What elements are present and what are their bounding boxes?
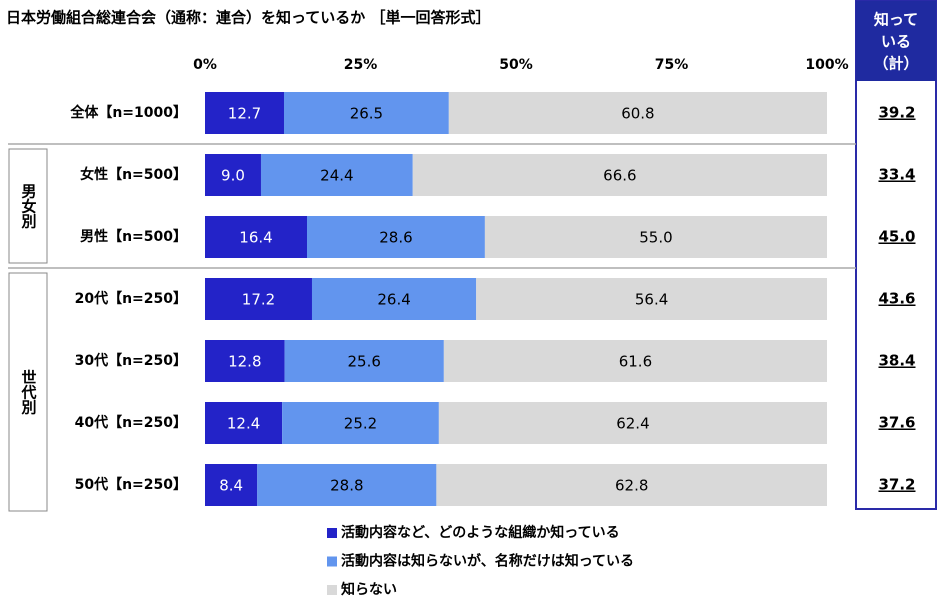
category-label: 全体【n=1000】 xyxy=(69,104,187,121)
bar-segment xyxy=(284,340,444,382)
total-value: 38.4 xyxy=(878,352,915,370)
value-label: 12.7 xyxy=(228,105,261,123)
total-value: 45.0 xyxy=(878,228,915,246)
bar-segment xyxy=(311,278,477,320)
bar-segment xyxy=(205,278,312,320)
value-label: 25.6 xyxy=(348,353,381,371)
value-label: 28.6 xyxy=(379,229,412,247)
value-label: 62.8 xyxy=(615,477,648,495)
group-box xyxy=(8,148,48,264)
total-value: 43.6 xyxy=(878,290,915,308)
bar-segment xyxy=(412,154,827,196)
category-label: 男性【n=500】 xyxy=(80,228,187,245)
bar-segment xyxy=(484,216,827,258)
value-label: 8.4 xyxy=(219,477,243,495)
bar-segment xyxy=(448,92,827,134)
value-label: 56.4 xyxy=(635,291,668,309)
category-label: 20代【n=250】 xyxy=(75,290,187,307)
value-label: 25.2 xyxy=(344,415,377,433)
bar-segment xyxy=(205,92,284,134)
group-box xyxy=(8,272,48,512)
legend-swatch xyxy=(327,528,337,538)
legend-label: 活動内容など、どのような組織か知っている xyxy=(341,524,620,541)
value-label: 12.4 xyxy=(227,415,260,433)
bar-segment xyxy=(205,154,261,196)
bar-segment xyxy=(260,154,413,196)
bar-segment xyxy=(476,278,827,320)
value-label: 61.6 xyxy=(619,353,652,371)
x-tick-label: 100% xyxy=(805,57,848,73)
value-label: 17.2 xyxy=(242,291,275,309)
value-label: 62.4 xyxy=(616,415,649,433)
value-label: 16.4 xyxy=(239,229,272,247)
totals-header: 知って xyxy=(874,11,918,29)
x-tick-label: 50% xyxy=(499,57,533,73)
bar-segment xyxy=(283,92,449,134)
value-label: 60.8 xyxy=(621,105,654,123)
value-label: 12.8 xyxy=(228,353,261,371)
category-label: 30代【n=250】 xyxy=(75,352,187,369)
bar-segment xyxy=(205,340,285,382)
bar-segment xyxy=(436,464,827,506)
value-label: 55.0 xyxy=(639,229,672,247)
bar-segment xyxy=(257,464,437,506)
bar-segment xyxy=(307,216,485,258)
legend-label: 活動内容は知らないが、名称だけは知っている xyxy=(341,553,634,570)
bar-segment xyxy=(205,216,308,258)
bar-segment xyxy=(205,402,283,444)
group-label: 男女別 xyxy=(20,184,38,230)
x-tick-label: 0% xyxy=(193,57,217,73)
legend-swatch xyxy=(327,585,337,595)
legend-label: 知らない xyxy=(341,581,397,598)
bar-segment xyxy=(438,402,827,444)
totals-header-bg xyxy=(856,1,936,81)
x-tick-label: 75% xyxy=(655,57,689,73)
group-label: 世代別 xyxy=(20,369,38,416)
value-label: 26.5 xyxy=(350,105,383,123)
value-label: 66.6 xyxy=(603,167,636,185)
value-label: 28.8 xyxy=(330,477,363,495)
category-label: 40代【n=250】 xyxy=(75,414,187,431)
category-label: 50代【n=250】 xyxy=(75,476,187,493)
bar-segment xyxy=(443,340,827,382)
total-value: 37.6 xyxy=(878,414,915,432)
value-label: 24.4 xyxy=(320,167,353,185)
bar-segment xyxy=(282,402,439,444)
chart-title: 日本労働組合総連合会（通称：連合）を知っているか ［単一回答形式］ xyxy=(6,9,490,27)
x-tick-label: 25% xyxy=(344,57,378,73)
totals-header: いる xyxy=(881,33,911,51)
total-value: 37.2 xyxy=(878,476,915,494)
total-value: 33.4 xyxy=(878,166,915,184)
value-label: 26.4 xyxy=(377,291,410,309)
legend-swatch xyxy=(327,556,337,567)
totals-header: （計） xyxy=(873,55,918,73)
total-value: 39.2 xyxy=(878,104,915,122)
category-label: 女性【n=500】 xyxy=(80,166,187,183)
bar-segment xyxy=(205,464,258,506)
value-label: 9.0 xyxy=(221,167,245,185)
